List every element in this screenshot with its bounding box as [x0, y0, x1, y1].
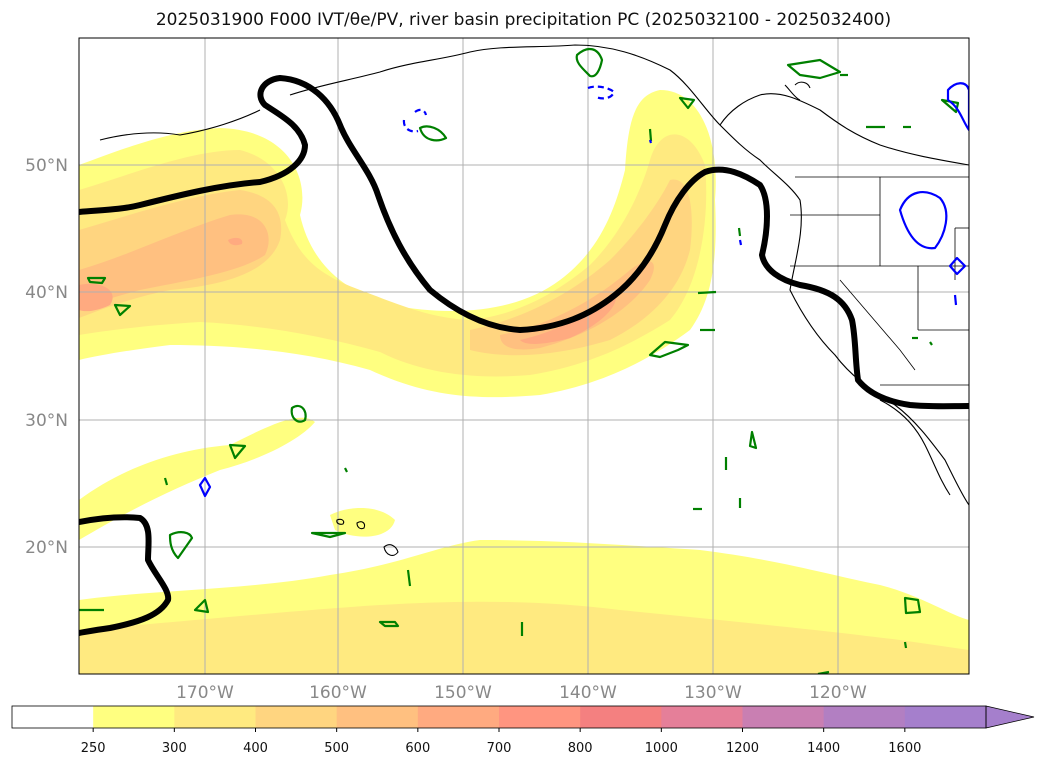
lon-label-160w: 160°W: [309, 683, 367, 703]
colorbar-segment: [823, 706, 906, 728]
latitude-labels: 50°N 40°N 30°N 20°N: [25, 156, 68, 558]
colorbar-extend-arrow: [985, 705, 1035, 729]
colorbar-tick-label: 250: [81, 741, 106, 756]
map-frame: [78, 37, 970, 675]
lon-label-150w: 150°W: [434, 683, 492, 703]
colorbar-segment: [499, 706, 581, 728]
colorbar-tick-label: 1400: [807, 741, 840, 756]
lon-label-170w: 170°W: [176, 683, 234, 703]
lon-label-130w: 130°W: [684, 683, 742, 703]
colorbar-tick-label: 400: [243, 741, 268, 756]
longitude-labels: 170°W 160°W 150°W 140°W 130°W 120°W: [176, 683, 867, 703]
colorbar-tick-labels: 250 300 400 500 600 700 800 1000 1200 1400 1600: [81, 728, 921, 756]
lat-label-40n: 40°N: [25, 283, 68, 303]
lon-label-140w: 140°W: [559, 683, 617, 703]
colorbar-segment: [93, 706, 175, 728]
map-title: 2025031900 F000 IVT/θe/PV, river basin p…: [155, 10, 892, 30]
lat-label-20n: 20°N: [25, 538, 68, 558]
political-boundaries: [790, 176, 969, 386]
colorbar-tick-label: 600: [405, 741, 430, 756]
negative-anomaly-contours: [198, 82, 969, 498]
colorbar-segment: [336, 706, 419, 728]
colorbar-tick-label: 1200: [726, 741, 759, 756]
lat-label-30n: 30°N: [25, 411, 68, 431]
positive-anomaly-contours: [79, 47, 960, 674]
colorbar-segment: [742, 706, 825, 728]
colorbar-segment: [12, 706, 94, 728]
colorbar-tick-label: 700: [487, 741, 512, 756]
colorbar: 250 300 400 500 600 700 800 1000 1200 1400 1600: [11, 705, 1035, 756]
lon-label-120w: 120°W: [809, 683, 867, 703]
graticule: [79, 38, 969, 674]
colorbar-segment: [255, 706, 338, 728]
colorbar-segments: [12, 706, 987, 728]
colorbar-segment: [417, 706, 500, 728]
colorbar-tick-label: 300: [162, 741, 187, 756]
lat-label-50n: 50°N: [25, 156, 68, 176]
colorbar-segment: [904, 706, 987, 728]
pv-contour: [79, 75, 969, 636]
colorbar-tick-label: 800: [568, 741, 593, 756]
colorbar-segment: [174, 706, 256, 728]
ivt-shading-700: [79, 237, 616, 344]
colorbar-segment: [580, 706, 662, 728]
colorbar-tick-label: 1000: [645, 741, 678, 756]
colorbar-tick-label: 500: [324, 741, 349, 756]
colorbar-tick-label: 1600: [888, 741, 921, 756]
colorbar-segment: [661, 706, 743, 728]
